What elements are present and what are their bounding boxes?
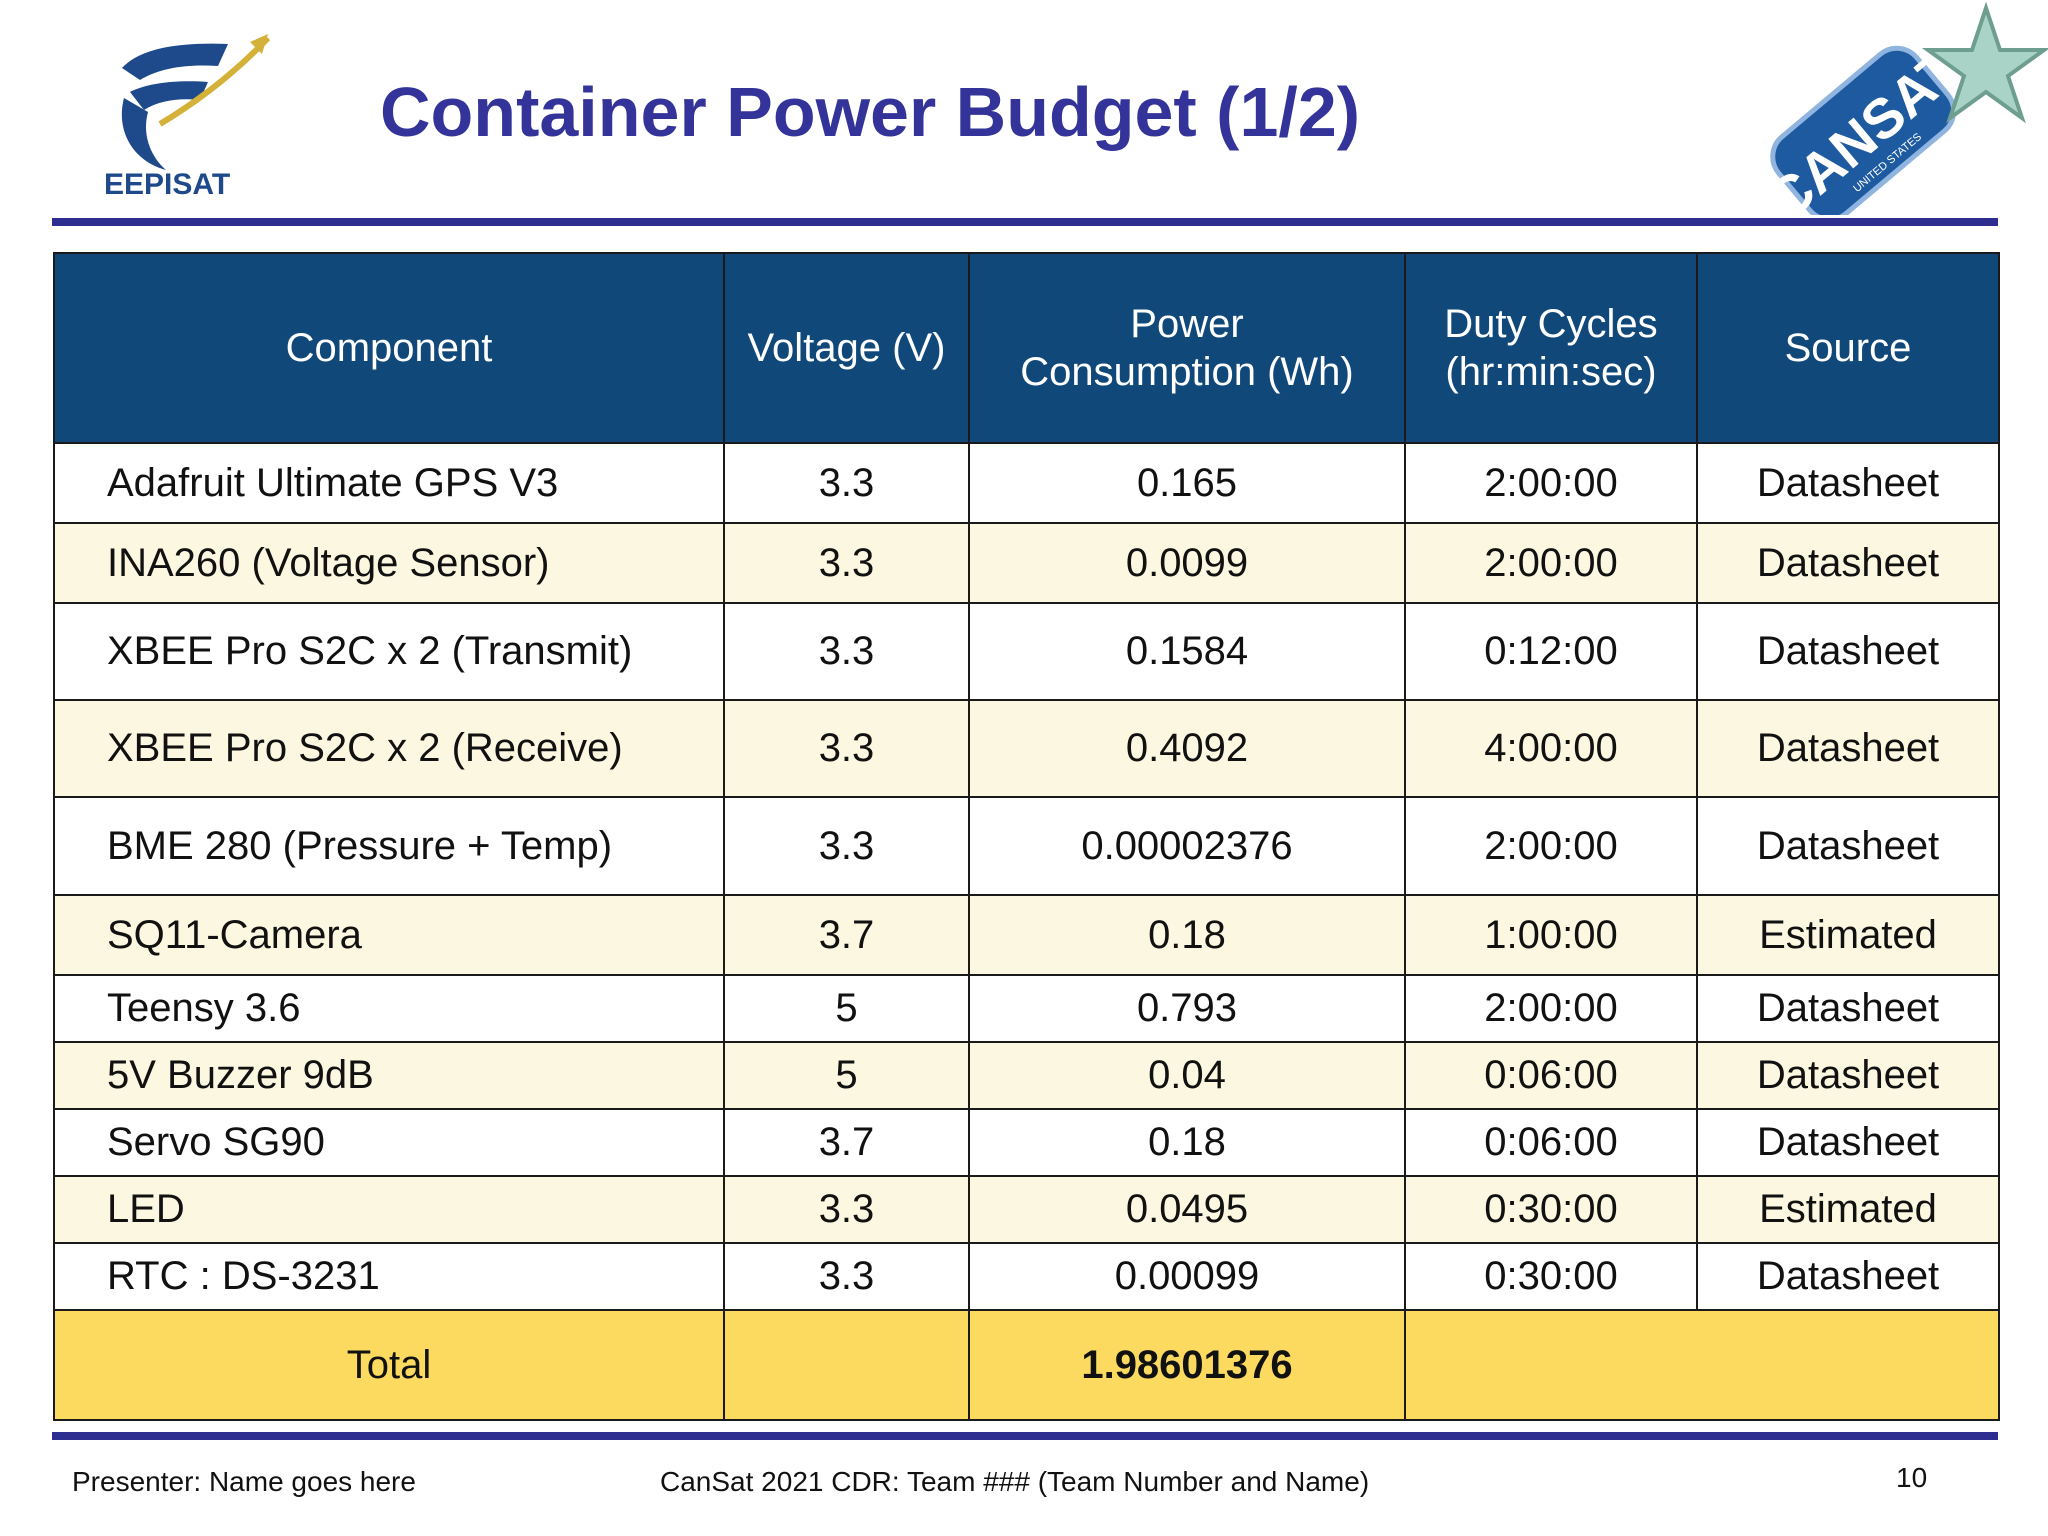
cell-voltage: 3.3 — [723, 602, 970, 701]
total-empty — [1404, 1309, 2000, 1421]
cell-power: 0.1584 — [968, 602, 1406, 701]
table-row: XBEE Pro S2C x 2 (Transmit) 3.3 0.1584 0… — [53, 602, 2000, 701]
cell-source: Datasheet — [1696, 1108, 2000, 1177]
eepisat-logo: EEPISAT — [104, 34, 271, 198]
cell-duty: 2:00:00 — [1404, 522, 1698, 604]
total-voltage-empty — [723, 1309, 970, 1421]
cell-component: Teensy 3.6 — [53, 974, 725, 1043]
cell-source: Datasheet — [1696, 1041, 2000, 1110]
footer-team: CanSat 2021 CDR: Team ### (Team Number a… — [660, 1466, 1370, 1497]
cell-source: Datasheet — [1696, 602, 2000, 701]
cell-power: 0.18 — [968, 894, 1406, 976]
cell-source: Datasheet — [1696, 796, 2000, 896]
cell-component: Servo SG90 — [53, 1108, 725, 1177]
table-row: BME 280 (Pressure + Temp) 3.3 0.00002376… — [53, 796, 2000, 896]
cell-component: LED — [53, 1175, 725, 1244]
cell-voltage: 3.3 — [723, 699, 970, 798]
table-row: INA260 (Voltage Sensor) 3.3 0.0099 2:00:… — [53, 522, 2000, 604]
cell-voltage: 5 — [723, 1041, 970, 1110]
footer-rule — [52, 1432, 1998, 1440]
cell-voltage: 3.7 — [723, 1108, 970, 1177]
cell-component: SQ11-Camera — [53, 894, 725, 976]
cell-duty: 2:00:00 — [1404, 974, 1698, 1043]
cell-power: 0.0099 — [968, 522, 1406, 604]
cansat-logo: CANSAT UNITED STATES — [1756, 1, 2048, 215]
cell-duty: 2:00:00 — [1404, 442, 1698, 524]
slide-title: Container Power Budget (1/2) — [380, 73, 1361, 151]
cell-voltage: 3.3 — [723, 1242, 970, 1311]
cell-component: INA260 (Voltage Sensor) — [53, 522, 725, 604]
cell-power: 0.00002376 — [968, 796, 1406, 896]
total-power: 1.98601376 — [968, 1309, 1406, 1421]
table-row: XBEE Pro S2C x 2 (Receive) 3.3 0.4092 4:… — [53, 699, 2000, 798]
cell-duty: 2:00:00 — [1404, 796, 1698, 896]
cell-voltage: 3.3 — [723, 1175, 970, 1244]
eepisat-logo-text: EEPISAT — [104, 168, 230, 198]
table-row: Servo SG90 3.7 0.18 0:06:00 Datasheet — [53, 1108, 2000, 1177]
table-row: LED 3.3 0.0495 0:30:00 Estimated — [53, 1175, 2000, 1244]
cell-power: 0.165 — [968, 442, 1406, 524]
cell-source: Datasheet — [1696, 522, 2000, 604]
header-rule — [52, 218, 1998, 226]
cell-component: RTC : DS-3231 — [53, 1242, 725, 1311]
table-row: 5V Buzzer 9dB 5 0.04 0:06:00 Datasheet — [53, 1041, 2000, 1110]
table-row: Adafruit Ultimate GPS V3 3.3 0.165 2:00:… — [53, 442, 2000, 524]
cell-power: 0.18 — [968, 1108, 1406, 1177]
cell-source: Datasheet — [1696, 974, 2000, 1043]
cell-source: Estimated — [1696, 894, 2000, 976]
cell-voltage: 3.3 — [723, 442, 970, 524]
cell-duty: 0:30:00 — [1404, 1242, 1698, 1311]
cell-duty: 0:12:00 — [1404, 602, 1698, 701]
cell-component: XBEE Pro S2C x 2 (Transmit) — [53, 602, 725, 701]
cell-power: 0.00099 — [968, 1242, 1406, 1311]
cell-duty: 0:06:00 — [1404, 1108, 1698, 1177]
cell-component: XBEE Pro S2C x 2 (Receive) — [53, 699, 725, 798]
cell-voltage: 3.3 — [723, 796, 970, 896]
cell-power: 0.4092 — [968, 699, 1406, 798]
cell-power: 0.0495 — [968, 1175, 1406, 1244]
cell-voltage: 3.3 — [723, 522, 970, 604]
cell-duty: 0:06:00 — [1404, 1041, 1698, 1110]
star-icon — [1921, 1, 2048, 124]
cell-source: Datasheet — [1696, 442, 2000, 524]
table-row: SQ11-Camera 3.7 0.18 1:00:00 Estimated — [53, 894, 2000, 976]
cell-voltage: 3.7 — [723, 894, 970, 976]
total-label: Total — [53, 1309, 725, 1421]
footer-presenter: Presenter: Name goes here — [72, 1466, 416, 1497]
cell-power: 0.793 — [968, 974, 1406, 1043]
table-row: Teensy 3.6 5 0.793 2:00:00 Datasheet — [53, 974, 2000, 1043]
table-row: RTC : DS-3231 3.3 0.00099 0:30:00 Datash… — [53, 1242, 2000, 1311]
cell-duty: 4:00:00 — [1404, 699, 1698, 798]
header-source: Source — [1696, 252, 2000, 444]
cell-source: Estimated — [1696, 1175, 2000, 1244]
cell-duty: 0:30:00 — [1404, 1175, 1698, 1244]
header-power: Power Consumption (Wh) — [968, 252, 1406, 444]
total-row: Total 1.98601376 — [53, 1309, 2000, 1421]
cell-power: 0.04 — [968, 1041, 1406, 1110]
power-budget-table: Component Voltage (V) Power Consumption (… — [53, 252, 2000, 1421]
header-voltage: Voltage (V) — [723, 252, 970, 444]
cell-source: Datasheet — [1696, 699, 2000, 798]
cell-source: Datasheet — [1696, 1242, 2000, 1311]
cell-duty: 1:00:00 — [1404, 894, 1698, 976]
cell-voltage: 5 — [723, 974, 970, 1043]
cell-component: Adafruit Ultimate GPS V3 — [53, 442, 725, 524]
header-duty-cycles: Duty Cycles (hr:min:sec) — [1404, 252, 1698, 444]
header-component: Component — [53, 252, 725, 444]
table-header-row: Component Voltage (V) Power Consumption (… — [53, 252, 2000, 444]
page-number: 10 — [1896, 1462, 1928, 1493]
cell-component: BME 280 (Pressure + Temp) — [53, 796, 725, 896]
cell-component: 5V Buzzer 9dB — [53, 1041, 725, 1110]
